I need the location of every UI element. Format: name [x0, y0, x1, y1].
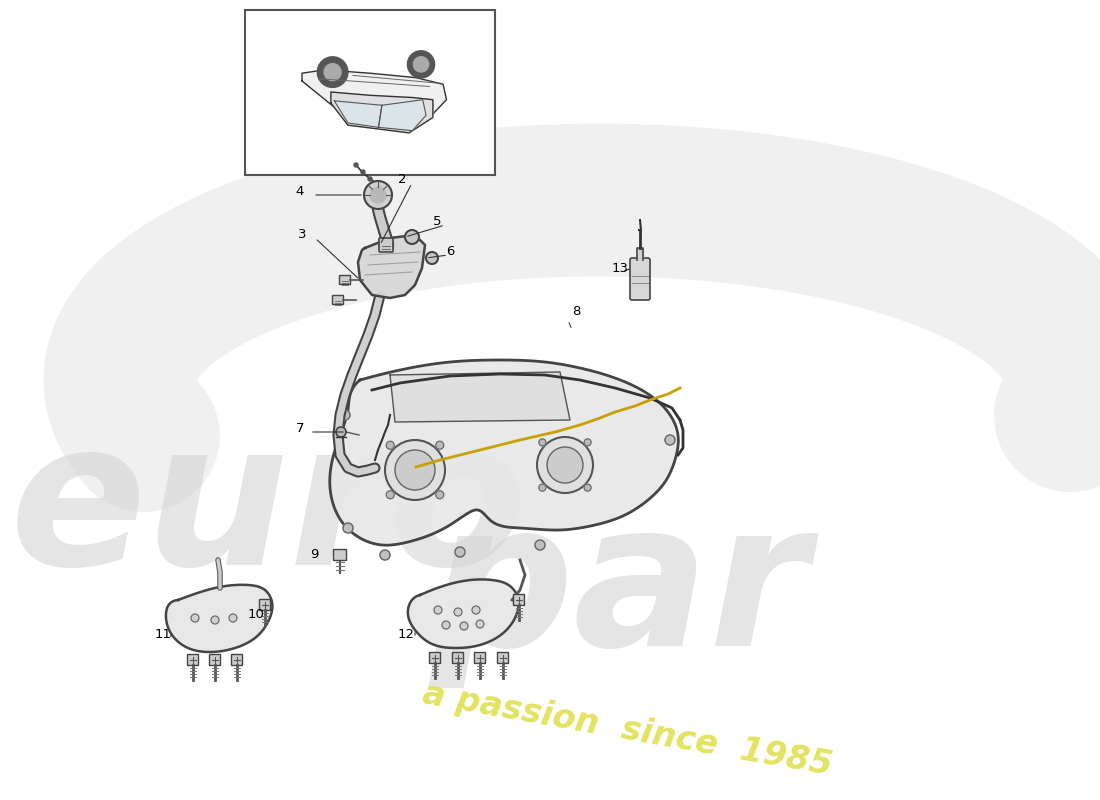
Circle shape	[386, 442, 394, 450]
Circle shape	[436, 442, 443, 450]
Text: euro: euro	[10, 413, 528, 607]
Polygon shape	[390, 372, 570, 422]
Polygon shape	[302, 70, 447, 122]
Circle shape	[361, 170, 365, 174]
Circle shape	[407, 50, 434, 78]
Text: 8: 8	[572, 305, 581, 318]
Circle shape	[535, 540, 544, 550]
Polygon shape	[334, 101, 382, 127]
Circle shape	[414, 57, 429, 72]
Circle shape	[436, 490, 443, 498]
FancyBboxPatch shape	[333, 550, 346, 561]
Polygon shape	[637, 248, 644, 260]
Circle shape	[379, 550, 390, 560]
FancyBboxPatch shape	[260, 599, 271, 610]
Circle shape	[211, 616, 219, 624]
Polygon shape	[408, 579, 519, 648]
Circle shape	[584, 484, 591, 491]
Circle shape	[191, 614, 199, 622]
Circle shape	[666, 435, 675, 445]
Circle shape	[442, 621, 450, 629]
FancyBboxPatch shape	[187, 654, 198, 666]
Text: 4: 4	[295, 185, 304, 198]
Circle shape	[584, 439, 591, 446]
Text: 12: 12	[398, 628, 415, 641]
Circle shape	[460, 622, 467, 630]
Polygon shape	[358, 235, 425, 298]
Polygon shape	[166, 585, 273, 652]
FancyBboxPatch shape	[514, 594, 525, 606]
Text: 10: 10	[248, 608, 265, 621]
FancyBboxPatch shape	[452, 653, 463, 663]
Text: 3: 3	[298, 228, 307, 241]
FancyBboxPatch shape	[245, 10, 495, 175]
Circle shape	[539, 484, 546, 491]
Circle shape	[405, 230, 419, 244]
Circle shape	[395, 450, 434, 490]
FancyBboxPatch shape	[332, 295, 343, 305]
Circle shape	[385, 440, 446, 500]
FancyBboxPatch shape	[340, 275, 351, 285]
FancyBboxPatch shape	[474, 653, 485, 663]
Circle shape	[340, 410, 350, 420]
Text: 9: 9	[310, 548, 318, 561]
Circle shape	[364, 181, 392, 209]
FancyBboxPatch shape	[497, 653, 508, 663]
Circle shape	[354, 163, 358, 167]
FancyBboxPatch shape	[231, 654, 242, 666]
Text: 2: 2	[398, 173, 407, 186]
Polygon shape	[378, 100, 426, 130]
FancyBboxPatch shape	[379, 238, 393, 252]
Circle shape	[324, 64, 341, 81]
Circle shape	[434, 606, 442, 614]
Text: 6: 6	[446, 245, 454, 258]
Circle shape	[472, 606, 480, 614]
Circle shape	[336, 427, 346, 437]
Polygon shape	[330, 360, 679, 545]
Circle shape	[455, 547, 465, 557]
Circle shape	[539, 439, 546, 446]
Circle shape	[370, 187, 386, 203]
Polygon shape	[331, 92, 433, 133]
Text: 7: 7	[296, 422, 305, 435]
Circle shape	[386, 490, 394, 498]
Circle shape	[454, 608, 462, 616]
FancyBboxPatch shape	[429, 653, 440, 663]
Circle shape	[426, 252, 438, 264]
Circle shape	[343, 523, 353, 533]
Text: 11: 11	[155, 628, 172, 641]
Text: par: par	[430, 493, 810, 687]
Text: a passion  since  1985: a passion since 1985	[420, 678, 835, 782]
FancyBboxPatch shape	[209, 654, 220, 666]
Circle shape	[229, 614, 236, 622]
Text: 5: 5	[433, 215, 441, 228]
Circle shape	[368, 177, 372, 181]
Circle shape	[476, 620, 484, 628]
Circle shape	[547, 447, 583, 483]
Text: 13: 13	[612, 262, 629, 275]
FancyBboxPatch shape	[630, 258, 650, 300]
Circle shape	[537, 437, 593, 493]
Circle shape	[317, 57, 348, 87]
